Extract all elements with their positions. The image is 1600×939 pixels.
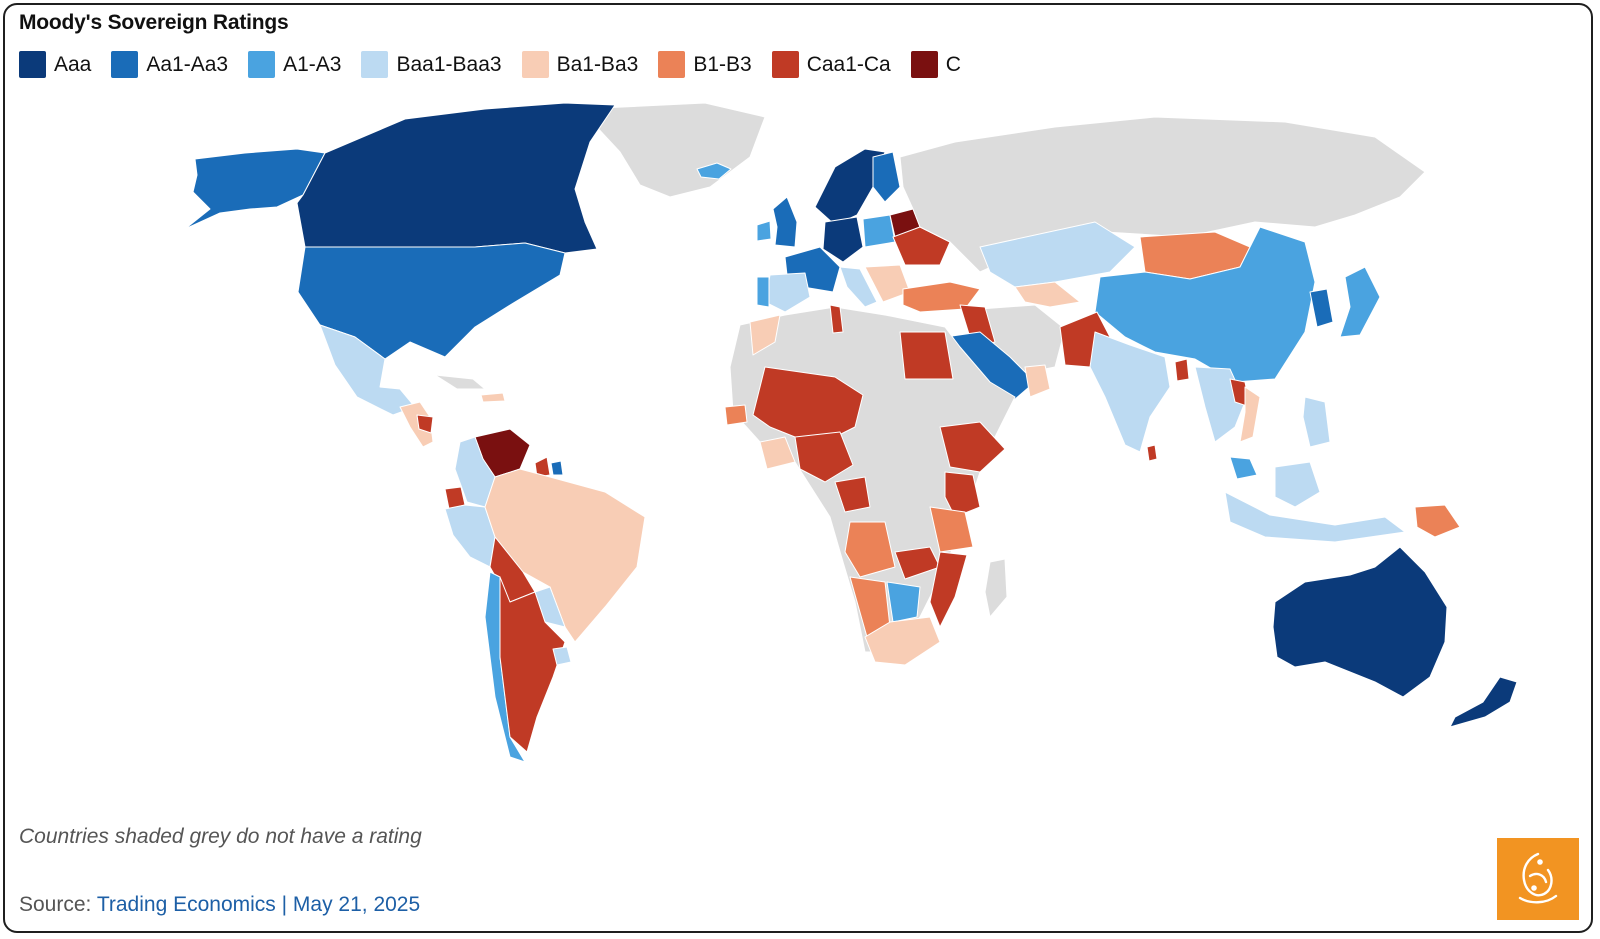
legend-swatch (111, 51, 139, 78)
legend-swatch (361, 51, 389, 78)
philippines-region (1302, 396, 1331, 448)
argentina-region (499, 576, 566, 753)
botswana-region (886, 581, 921, 623)
borneo-region (1274, 461, 1321, 508)
indonesia-region (1224, 491, 1406, 543)
footnote: Countries shaded grey do not have a rati… (19, 825, 422, 848)
logo-calligraphy-icon (1518, 852, 1558, 904)
legend-item-baa: Baa1-Baa3 (361, 51, 502, 78)
legend-item-ba: Ba1-Ba3 (521, 51, 639, 78)
mozambique-region (929, 551, 968, 628)
oman-region (1024, 364, 1051, 398)
mexico-region (319, 324, 416, 416)
morocco-region (749, 314, 781, 356)
legend-label: B1-B3 (693, 52, 752, 76)
legend-swatch (658, 51, 686, 78)
senegal-region (724, 404, 748, 426)
central-america-region (399, 401, 434, 448)
legend-swatch (521, 51, 549, 78)
new-zealand-region (1449, 676, 1518, 728)
ukraine-region (892, 226, 951, 266)
brazil-region (484, 468, 646, 643)
legend-label: Baa1-Baa3 (396, 52, 502, 76)
legend-swatch (248, 51, 276, 78)
vietnam-region (1239, 386, 1261, 443)
chart-title: Moody's Sovereign Ratings (19, 11, 289, 34)
legend-label: A1-A3 (283, 52, 342, 76)
spain-region (764, 272, 811, 313)
uruguay-region (552, 646, 572, 666)
legend-label: Ba1-Ba3 (556, 52, 639, 76)
legend-label: Caa1-Ca (806, 52, 891, 76)
japan-region (1339, 266, 1381, 338)
legend-label: C (945, 52, 961, 76)
finland-region (872, 151, 901, 203)
legend: Aaa Aa1-Aa3 A1-A3 Baa1-Baa3 Ba1-Ba3 B1-B… (19, 51, 981, 78)
russia-region (899, 116, 1426, 273)
madagascar-region (984, 558, 1008, 618)
legend-label: Aa1-Aa3 (146, 52, 229, 76)
iceland-region (696, 162, 732, 180)
legend-item-b: B1-B3 (658, 51, 752, 78)
legend-item-caa: Caa1-Ca (771, 51, 891, 78)
angola-region (844, 521, 896, 578)
kenya-region (944, 471, 981, 518)
india-region (1089, 331, 1171, 453)
uzbekistan-region (1014, 281, 1081, 308)
korea-japan-region (1309, 288, 1334, 328)
bangladesh-region (1174, 358, 1190, 382)
malaysia-region (1229, 456, 1258, 480)
legend-swatch (19, 51, 46, 78)
legend-item-aaa: Aaa (19, 51, 91, 78)
ireland-region (756, 220, 772, 242)
australia-region (1272, 546, 1448, 698)
sri-lanka-region (1146, 444, 1158, 462)
nigeria-region (794, 431, 854, 483)
germany-region (822, 216, 864, 263)
egypt-region (899, 331, 954, 380)
canada-region (296, 102, 616, 254)
portugal-region (756, 276, 770, 308)
world-map (184, 102, 1518, 763)
south-africa-region (864, 616, 941, 666)
png-region (1414, 504, 1461, 538)
source-line: Source: Trading Economics | May 21, 2025 (19, 893, 420, 917)
kazakhstan-region (979, 221, 1136, 288)
hispaniola-region (480, 392, 506, 403)
guyana-region (534, 456, 551, 478)
congo-region (834, 476, 871, 513)
tanzania-region (929, 506, 974, 553)
cuba-region (434, 374, 486, 390)
legend-item-aa: Aa1-Aa3 (111, 51, 228, 78)
poland-region (862, 214, 896, 248)
ethiopia-region (939, 421, 1006, 473)
legend-swatch (771, 51, 799, 78)
tunisia-region (829, 304, 844, 334)
suriname-region (550, 460, 564, 476)
china-region (1094, 226, 1316, 383)
legend-swatch (910, 51, 938, 78)
alaska-region (184, 148, 326, 230)
source-prefix: Source: (19, 893, 97, 916)
legend-item-a: A1-A3 (248, 51, 341, 78)
iraq-region (959, 304, 996, 348)
chart-card: Moody's Sovereign Ratings Aaa Aa1-Aa3 A1… (3, 3, 1593, 933)
uk-region (772, 196, 798, 248)
greenland-region (579, 102, 766, 198)
al-jazeera-logo (1497, 838, 1579, 920)
coast-region (759, 436, 796, 470)
legend-label: Aaa (54, 52, 92, 76)
source-link[interactable]: Trading Economics | May 21, 2025 (96, 893, 421, 916)
italy-region (839, 266, 878, 308)
legend-item-c: C (910, 51, 961, 78)
nicaragua-region (416, 414, 434, 434)
